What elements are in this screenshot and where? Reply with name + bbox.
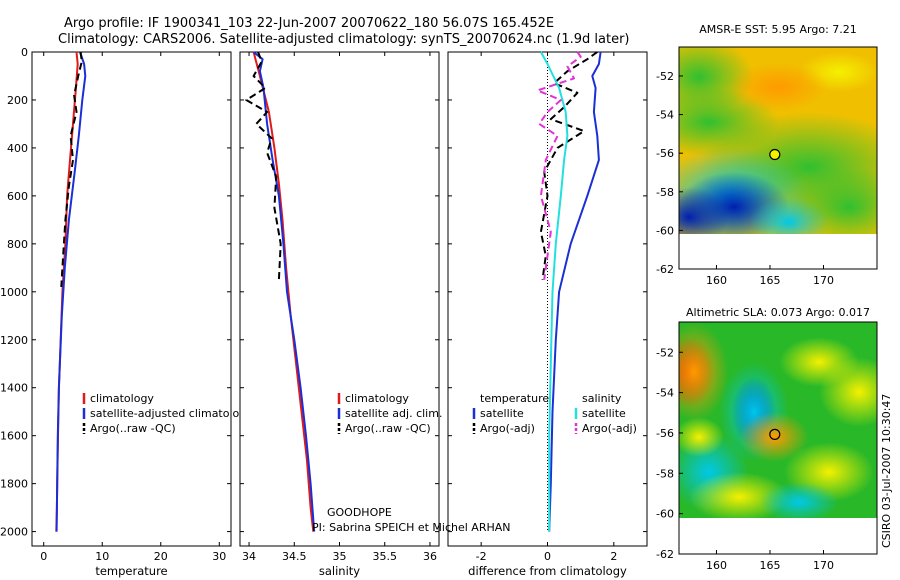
ytick-label: 800 [7, 238, 28, 251]
sla_map-frame [678, 321, 878, 555]
sst_map-ytick-label: -56 [656, 147, 674, 160]
sla_map-ytick-label: -54 [656, 387, 674, 400]
sla-blob [679, 417, 724, 457]
difference-xlabel: difference from climatology [468, 564, 627, 578]
sla_map-ytick-label: -52 [656, 346, 674, 359]
sla_map-xtick-label: 165 [759, 559, 780, 572]
panel-salinity: 34 34.5 35 35.5 36 salinity climatology satelli… [239, 51, 442, 578]
salinity-legend: climatology satellite adj. clim. Argo(..ra… [337, 392, 442, 435]
salinity-axes-box [239, 51, 440, 547]
sst_map-xtick-label: 170 [813, 274, 834, 287]
sst_map-ytick-label: -62 [656, 263, 674, 276]
credit-text: CSIRO 03-Jul-2007 10:30:47 [880, 394, 893, 548]
difference-legend: temperature satellite Argo(-adj) salinity sa… [472, 392, 637, 435]
ytick-label: 1800 [0, 478, 28, 491]
ytick-label: 1000 [0, 286, 28, 299]
sst_map-ytick-label: -54 [656, 109, 674, 122]
sla_map-xtick-label: 160 [706, 559, 727, 572]
ytick-label: 400 [7, 142, 28, 155]
sst_map-ytick-label: -60 [656, 224, 674, 237]
project-label: GOODHOPE [327, 506, 392, 519]
legend-satellite-adjusted-text: satellite-adjusted climatology [90, 407, 253, 420]
legend-temperature-header: temperature [480, 392, 549, 405]
temperature-xtick-label: 30 [212, 550, 226, 563]
legend-climatology-text: climatology [345, 392, 409, 405]
argo-position-marker [769, 428, 781, 440]
ytick-label: 1200 [0, 334, 28, 347]
sst_map-ytick-label: -52 [656, 70, 674, 83]
salinity-xtick-label: 34.5 [282, 550, 307, 563]
sla_map-field [679, 322, 877, 518]
legend-argo-text: Argo(..raw -QC) [90, 422, 176, 435]
ytick-label: 600 [7, 190, 28, 203]
sla_map-ytick-label: -56 [656, 427, 674, 440]
legend-satellite-adj-text: satellite adj. clim. [345, 407, 442, 420]
legend-climatology-text: climatology [90, 392, 154, 405]
sst_map-xtick-label: 160 [706, 274, 727, 287]
map-panels: AMSR-E SST: 5.95 Argo: 7.21 160 165 170 -52 -… [656, 23, 878, 572]
sst-blob [729, 62, 829, 112]
difference-series-blue [548, 51, 602, 532]
figure-title-line1: Argo profile: IF 1900341_103 22-Jun-2007… [64, 16, 554, 31]
difference-xtick-label: -2 [476, 550, 487, 563]
sst_map-field [679, 47, 877, 234]
temperature-legend: climatology satellite-adjusted climatolog… [82, 392, 253, 435]
sst_map-frame [678, 46, 878, 270]
temperature-xtick-label: 0 [40, 550, 47, 563]
sst_map-xtick-label: 165 [759, 274, 780, 287]
difference-xtick-label: 0 [544, 550, 551, 563]
temperature-axes-box [31, 51, 232, 547]
sla-blob [679, 322, 729, 422]
profile-panels: 0 10 20 30temperature0200400600800100012001… [0, 46, 648, 578]
temperature-xtick-label: 20 [154, 550, 168, 563]
panel-temperature: 0 10 20 30 temperature 0 200 400 600 800 1000 1200 1… [0, 46, 253, 578]
ytick-label: 1400 [0, 382, 28, 395]
salinity-xtick-label: 35 [333, 550, 347, 563]
ytick-label: 1600 [0, 430, 28, 443]
temperature-xtick-label: 10 [95, 550, 109, 563]
sla-blob [759, 482, 839, 518]
sla_map-title: Altimetric SLA: 0.073 Argo: 0.017 [686, 306, 870, 319]
legend-argo-text: Argo(..raw -QC) [345, 422, 431, 435]
sst-blob [679, 187, 729, 234]
sst-blob [749, 197, 829, 234]
argo-position-marker [769, 148, 781, 161]
legend-temp-satellite-text: satellite [480, 407, 524, 420]
sla-blob [819, 357, 877, 427]
legend-sal-argo-text: Argo(-adj) [582, 422, 637, 435]
sla-blob [739, 412, 809, 462]
difference-series-magenta [536, 51, 582, 280]
salinity-series-black [245, 51, 282, 280]
sla_map: Altimetric SLA: 0.073 Argo: 0.017 160 165 1… [656, 306, 878, 572]
ytick-label: 2000 [0, 526, 28, 539]
ytick-label: 0 [21, 46, 28, 59]
figure-title-line2: Climatology: CARS2006. Satellite-adjuste… [58, 32, 630, 47]
temperature-series-blue [55, 51, 87, 532]
legend-temp-argo-text: Argo(-adj) [480, 422, 535, 435]
sla_map-ytick-label: -60 [656, 508, 674, 521]
salinity-series-blue [252, 51, 316, 532]
sla_map-xtick-label: 170 [813, 559, 834, 572]
salinity-xtick-label: 35.5 [372, 550, 397, 563]
sst_map-title: AMSR-E SST: 5.95 Argo: 7.21 [699, 23, 857, 36]
temperature-xlabel: temperature [95, 564, 167, 578]
legend-salinity-header: salinity [582, 392, 622, 405]
pi-label: PI: Sabrina SPEICH et Michel ARHAN [312, 521, 511, 534]
ytick-label: 200 [7, 94, 28, 107]
difference-series-cyan [540, 51, 569, 532]
difference-xtick-label: 2 [610, 550, 617, 563]
temperature-series-black [60, 51, 83, 288]
sst_map-ytick-label: -58 [656, 186, 674, 199]
sla_map-ytick-label: -58 [656, 467, 674, 480]
legend-sal-satellite-text: satellite [582, 407, 626, 420]
sla_map-ytick-label: -62 [656, 548, 674, 561]
sst_map: AMSR-E SST: 5.95 Argo: 7.21 160 165 170 -52 -… [656, 23, 878, 287]
salinity-xlabel: salinity [319, 564, 360, 578]
salinity-xtick-label: 34 [242, 550, 256, 563]
salinity-xtick-label: 36 [423, 550, 437, 563]
